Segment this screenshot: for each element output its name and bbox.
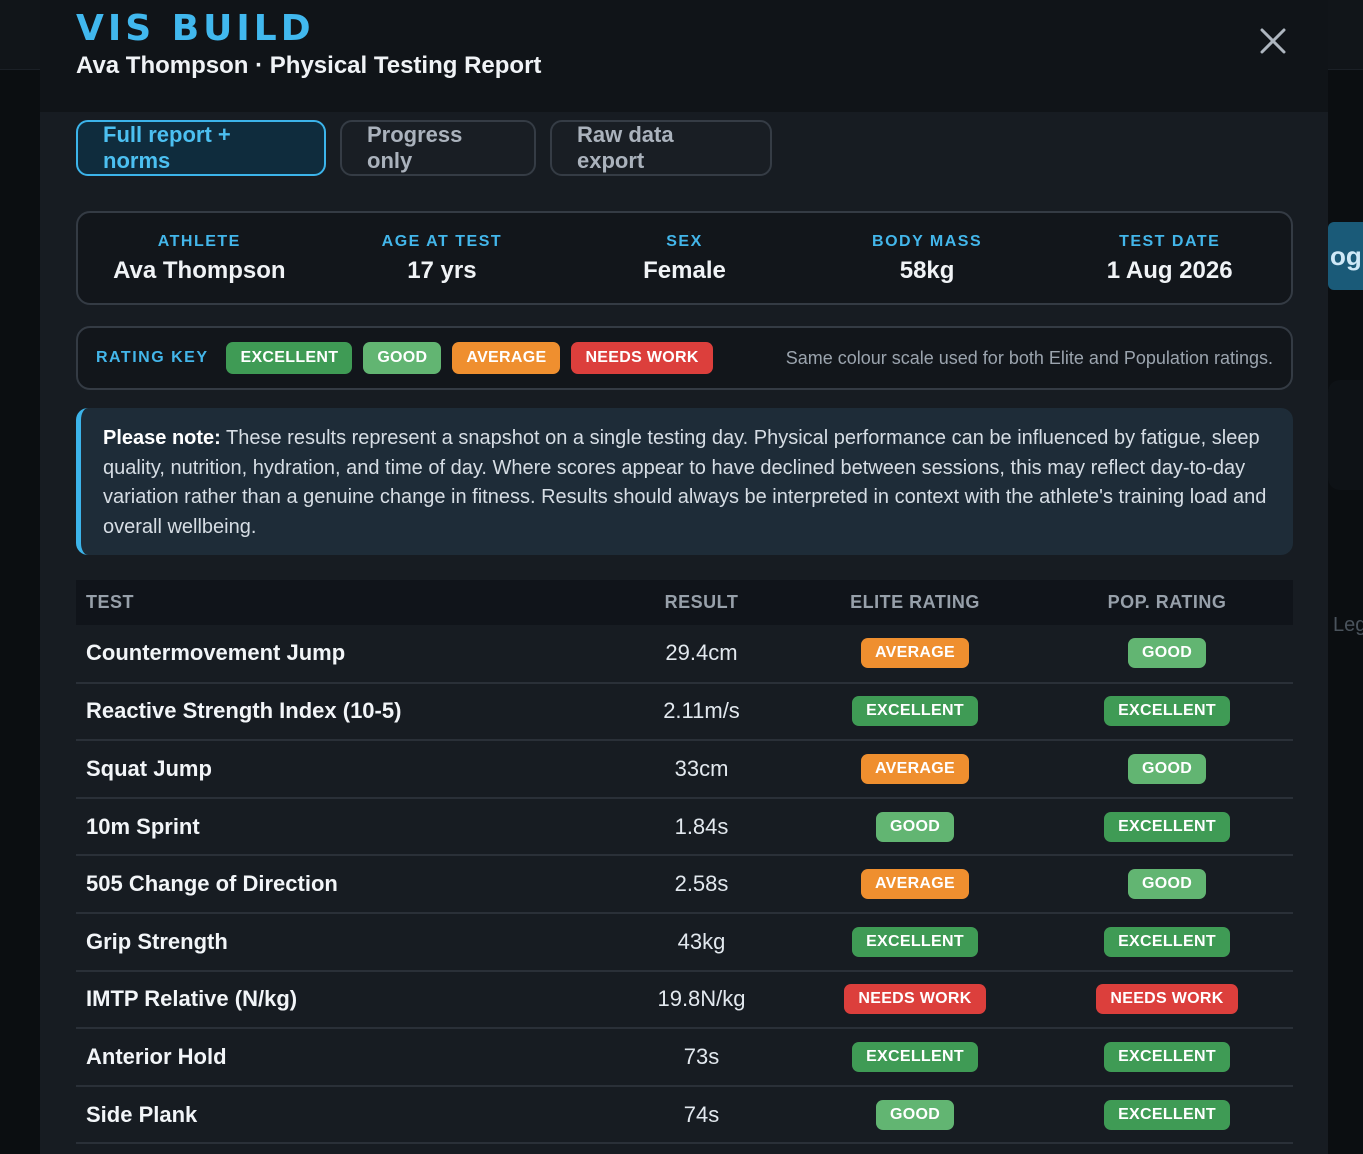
- test-result: 1.84s: [674, 813, 729, 839]
- header-result: RESULT: [664, 592, 739, 612]
- athlete-info-card: ATHLETE Ava Thompson AGE AT TEST 17 yrs …: [76, 211, 1293, 305]
- test-result: 74s: [683, 1101, 720, 1127]
- info-label: BODY MASS: [872, 233, 983, 250]
- info-sex: SEX Female: [563, 213, 806, 303]
- test-result: 43kg: [677, 928, 726, 954]
- elite-rating-badge: EXCELLENT: [852, 1041, 978, 1072]
- header-pop-rating: POP. RATING: [1107, 592, 1227, 612]
- info-label: TEST DATE: [1119, 233, 1221, 250]
- pop-rating-badge: GOOD: [1127, 753, 1207, 784]
- test-result: 29.4cm: [665, 640, 738, 666]
- elite-rating-badge: EXCELLENT: [852, 696, 978, 727]
- elite-rating-badge: AVERAGE: [860, 869, 970, 900]
- test-result: 73s: [683, 1043, 720, 1069]
- table-row: Reactive Strength Index (10-5) 2.11m/s E…: [76, 683, 1293, 741]
- info-value: 17 yrs: [407, 257, 477, 284]
- pop-rating-badge: GOOD: [1127, 869, 1207, 900]
- elite-rating-badge: EXCELLENT: [852, 926, 978, 957]
- test-result: 33cm: [674, 755, 729, 781]
- tab-raw-data-export[interactable]: Raw data export: [550, 120, 772, 176]
- info-value: Ava Thompson: [113, 257, 286, 284]
- test-name: Side Plank: [86, 1101, 198, 1127]
- rating-key-note: Same colour scale used for both Elite an…: [785, 347, 1273, 368]
- elite-rating-badge: GOOD: [875, 811, 955, 842]
- info-athlete: ATHLETE Ava Thompson: [78, 213, 321, 303]
- info-body-mass: BODY MASS 58kg: [806, 213, 1049, 303]
- header-elite-rating: ELITE RATING: [850, 592, 980, 612]
- rating-key-title: RATING KEY: [96, 349, 209, 366]
- test-result: 2.58s: [674, 871, 729, 897]
- info-value: Female: [643, 257, 726, 284]
- results-table: TEST RESULT ELITE RATING POP. RATING Cou…: [76, 580, 1293, 1144]
- test-name: Countermovement Jump: [86, 640, 346, 666]
- background-label: Leg: [1333, 614, 1363, 636]
- modal-header: VIS BUILD Ava Thompson · Physical Testin…: [40, 0, 1328, 112]
- elite-rating-badge: AVERAGE: [860, 638, 970, 669]
- table-row: IMTP Relative (N/kg) 19.8N/kg NEEDS WORK…: [76, 971, 1293, 1029]
- table-row: Side Plank 74s GOOD EXCELLENT: [76, 1086, 1293, 1144]
- tab-full-report[interactable]: Full report + norms: [76, 120, 326, 176]
- report-tabs: Full report + norms Progress only Raw da…: [76, 120, 772, 176]
- tab-progress-only[interactable]: Progress only: [340, 120, 536, 176]
- pop-rating-badge: EXCELLENT: [1104, 1099, 1230, 1130]
- table-row: 10m Sprint 1.84s GOOD EXCELLENT: [76, 798, 1293, 856]
- test-name: Reactive Strength Index (10-5): [86, 698, 402, 724]
- brand-logo: VIS BUILD: [76, 8, 315, 49]
- header-test: TEST: [86, 592, 135, 612]
- elite-rating-badge: NEEDS WORK: [844, 984, 986, 1015]
- test-result: 19.8N/kg: [657, 986, 746, 1012]
- info-label: AGE AT TEST: [381, 233, 503, 250]
- test-name: Grip Strength: [86, 928, 228, 954]
- table-header-row: TEST RESULT ELITE RATING POP. RATING: [76, 580, 1293, 625]
- report-modal: VIS BUILD Ava Thompson · Physical Testin…: [40, 0, 1328, 1154]
- report-subtitle: Ava Thompson · Physical Testing Report: [76, 52, 542, 79]
- info-value: 1 Aug 2026: [1106, 257, 1233, 284]
- table-row: Grip Strength 43kg EXCELLENT EXCELLENT: [76, 913, 1293, 971]
- pop-rating-badge: GOOD: [1127, 638, 1207, 669]
- info-label: SEX: [666, 233, 703, 250]
- info-age: AGE AT TEST 17 yrs: [321, 213, 564, 303]
- rating-key-good: GOOD: [363, 342, 442, 374]
- test-name: 10m Sprint: [86, 813, 200, 839]
- test-name: 505 Change of Direction: [86, 871, 338, 897]
- test-result: 2.11m/s: [663, 698, 740, 724]
- info-value: 58kg: [899, 257, 955, 284]
- table-row: 505 Change of Direction 2.58s AVERAGE GO…: [76, 855, 1293, 913]
- disclaimer-note: Please note: These results represent a s…: [76, 408, 1293, 555]
- background-panel: [1328, 380, 1363, 490]
- close-button[interactable]: [1256, 24, 1290, 58]
- pop-rating-badge: NEEDS WORK: [1096, 984, 1238, 1015]
- pop-rating-badge: EXCELLENT: [1104, 1041, 1230, 1072]
- test-name: Squat Jump: [86, 755, 212, 781]
- rating-key-average: AVERAGE: [452, 342, 561, 374]
- rating-key-excellent: EXCELLENT: [226, 342, 353, 374]
- table-row: Anterior Hold 73s EXCELLENT EXCELLENT: [76, 1028, 1293, 1086]
- note-text: These results represent a snapshot on a …: [103, 427, 1267, 538]
- info-label: ATHLETE: [157, 233, 241, 250]
- info-test-date: TEST DATE 1 Aug 2026: [1048, 213, 1291, 303]
- pop-rating-badge: EXCELLENT: [1104, 926, 1230, 957]
- close-icon: [1260, 28, 1286, 54]
- note-lead: Please note:: [103, 427, 221, 449]
- test-name: IMTP Relative (N/kg): [86, 986, 298, 1012]
- pop-rating-badge: EXCELLENT: [1104, 811, 1230, 842]
- test-name: Anterior Hold: [86, 1043, 227, 1069]
- rating-key-card: RATING KEY EXCELLENT GOOD AVERAGE NEEDS …: [76, 326, 1293, 390]
- table-row: Countermovement Jump 29.4cm AVERAGE GOOD: [76, 625, 1293, 683]
- elite-rating-badge: GOOD: [875, 1099, 955, 1130]
- rating-key-needs-work: NEEDS WORK: [571, 342, 713, 374]
- elite-rating-badge: AVERAGE: [860, 753, 970, 784]
- pop-rating-badge: EXCELLENT: [1104, 696, 1230, 727]
- background-tab[interactable]: og: [1328, 222, 1363, 290]
- table-row: Squat Jump 33cm AVERAGE GOOD: [76, 740, 1293, 798]
